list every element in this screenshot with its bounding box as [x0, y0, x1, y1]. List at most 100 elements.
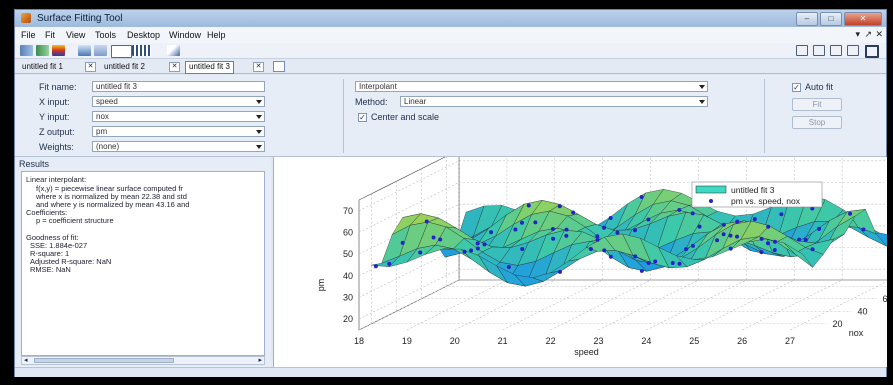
results-line: and where y is normalized by mean 43.16 …: [36, 200, 190, 209]
method-select[interactable]: Linear: [400, 96, 708, 107]
results-horizontal-scrollbar[interactable]: ◂ ▸: [21, 356, 265, 365]
menu-help[interactable]: Help: [207, 30, 226, 40]
grid-line: [454, 150, 556, 331]
data-point: [520, 246, 525, 251]
menu-file[interactable]: File: [21, 30, 36, 40]
fit-type-select[interactable]: Interpolant: [355, 81, 708, 92]
data-point: [602, 248, 607, 253]
contour-icon[interactable]: [78, 45, 91, 56]
menu-window[interactable]: Window: [169, 30, 202, 40]
y-input-label: Y input:: [39, 112, 70, 122]
table-of-fits-icon[interactable]: [111, 45, 132, 58]
data-point: [564, 227, 569, 232]
x-tick-label: 25: [689, 336, 699, 346]
data-point: [424, 219, 429, 224]
tab-close-icon[interactable]: ✕: [169, 62, 180, 72]
data-point: [721, 232, 726, 237]
prediction-bounds-icon[interactable]: [94, 45, 107, 56]
menu-tools[interactable]: Tools: [95, 30, 117, 40]
close-panel-icon[interactable]: ✕: [875, 29, 883, 39]
center-and-scale-checkbox[interactable]: ✓: [358, 113, 367, 122]
grid-line: [358, 160, 893, 212]
data-point: [752, 217, 757, 222]
results-line: f(x,y) = piecewise linear surface comput…: [36, 184, 183, 193]
grid-line: [789, 150, 891, 331]
layout-grid-icon[interactable]: [796, 45, 808, 56]
z-tick-label: 50: [343, 249, 353, 259]
fit-tabs: untitled fit 1 ✕ untitled fit 2 ✕ untitl…: [15, 59, 886, 74]
data-point: [557, 269, 562, 274]
layout-float-icon[interactable]: [847, 45, 859, 56]
scroll-right-icon[interactable]: ▸: [258, 357, 262, 364]
data-point: [803, 237, 808, 242]
close-icon[interactable]: ✕: [844, 12, 882, 26]
results-text: Linear interpolant: f(x,y) = piecewise l…: [21, 171, 265, 356]
legend-entry: untitled fit 3: [731, 185, 775, 195]
y-tick-label: 40: [858, 306, 868, 316]
grid-line: [371, 193, 827, 325]
fit-name-input[interactable]: untitled fit 3: [92, 81, 265, 92]
axes-limits-icon[interactable]: [167, 45, 180, 56]
results-line: R-square: 1: [30, 249, 70, 258]
plot-layout-icon[interactable]: [132, 45, 151, 56]
menu-desktop[interactable]: Desktop: [127, 30, 161, 40]
data-point: [797, 237, 802, 242]
data-point: [848, 211, 853, 216]
tab-untitled-fit-3[interactable]: untitled fit 3: [185, 61, 234, 74]
data-point: [595, 237, 600, 242]
grid-line: [598, 150, 699, 331]
tab-close-icon[interactable]: ✕: [253, 62, 264, 72]
z-tick-label: 70: [343, 206, 353, 216]
menu-view[interactable]: View: [66, 30, 86, 40]
menu-bar: File Fit View Tools Desktop Window Help …: [15, 27, 886, 43]
scroll-thumb[interactable]: [34, 358, 174, 363]
surface-data-icon[interactable]: [20, 45, 33, 56]
fit-type-value: Interpolant: [359, 82, 397, 91]
x-tick-label: 19: [402, 336, 412, 346]
results-line: RMSE: NaN: [30, 265, 71, 274]
surface-plot[interactable]: 1819202122232425262720304050607020406080…: [274, 149, 893, 367]
fit-button[interactable]: Fit: [792, 98, 842, 111]
scroll-left-icon[interactable]: ◂: [24, 357, 28, 364]
auto-fit-checkbox[interactable]: ✓: [792, 83, 801, 92]
y-input-select[interactable]: nox: [92, 111, 265, 122]
z-output-value: pm: [96, 127, 108, 136]
data-point: [602, 225, 607, 230]
z-output-select[interactable]: pm: [92, 126, 265, 137]
data-point: [772, 247, 777, 252]
x-tick-label: 23: [593, 336, 603, 346]
undock-icon[interactable]: ↗: [864, 29, 872, 39]
weights-select[interactable]: (none): [92, 141, 265, 152]
color-surface-icon[interactable]: [52, 45, 65, 56]
title-bar: Surface Fitting Tool – □ ✕: [15, 10, 886, 27]
stop-button[interactable]: Stop: [792, 116, 842, 129]
data-point: [526, 203, 531, 208]
data-point: [653, 259, 658, 264]
x-input-select[interactable]: speed: [92, 96, 265, 107]
tab-untitled-fit-2[interactable]: untitled fit 2: [104, 62, 145, 71]
x-tick-label: 24: [641, 336, 651, 346]
layout-single-icon[interactable]: [865, 45, 879, 58]
tab-close-icon[interactable]: ✕: [85, 62, 96, 72]
data-point: [550, 226, 555, 231]
data-point: [715, 238, 720, 243]
tab-untitled-fit-1[interactable]: untitled fit 1: [22, 62, 63, 71]
layout-rows-icon[interactable]: [830, 45, 842, 56]
dock-arrow-icon[interactable]: ▾: [855, 29, 860, 39]
data-point: [588, 247, 593, 252]
maximize-icon[interactable]: □: [820, 12, 842, 26]
legend-entry: pm vs. speed, nox: [731, 196, 801, 206]
surface-fitting-tool-window: Surface Fitting Tool – □ ✕ File Fit View…: [14, 9, 893, 377]
menu-fit[interactable]: Fit: [45, 30, 55, 40]
minimize-icon[interactable]: –: [796, 12, 818, 26]
window-controls: – □ ✕: [796, 12, 882, 26]
dropdown-arrow-icon: [256, 130, 262, 134]
residuals-icon[interactable]: [36, 45, 49, 56]
data-point: [462, 249, 467, 254]
layout-columns-icon[interactable]: [813, 45, 825, 56]
data-point: [728, 233, 733, 238]
center-and-scale-label: Center and scale: [371, 112, 440, 122]
y-tick-label: 20: [833, 319, 843, 329]
dropdown-arrow-icon: [256, 145, 262, 149]
new-fit-icon[interactable]: [273, 61, 285, 72]
